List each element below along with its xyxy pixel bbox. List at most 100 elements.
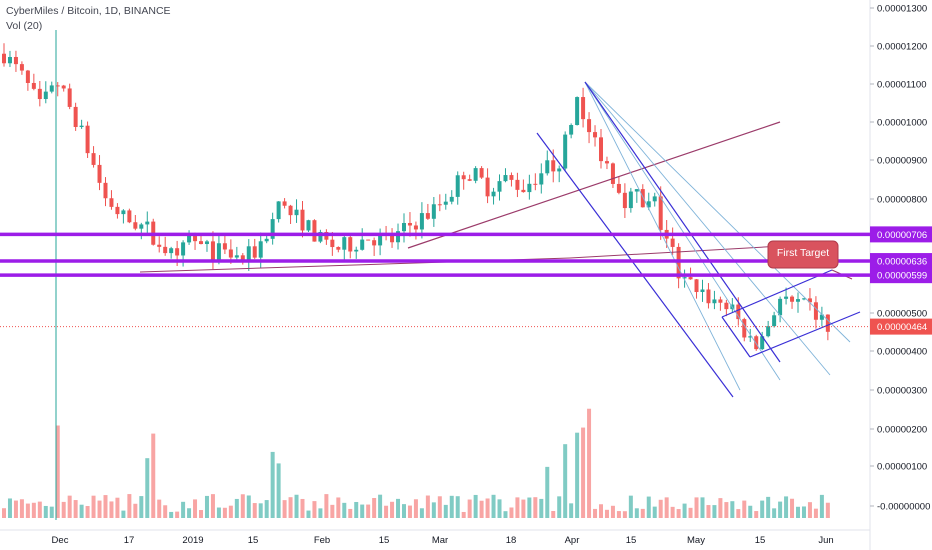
candle-body xyxy=(348,237,353,252)
volume-bar xyxy=(819,494,824,518)
candle-body xyxy=(300,209,305,231)
time-tick-label: 15 xyxy=(626,535,637,546)
volume-bar xyxy=(730,501,735,518)
volume-bar xyxy=(407,505,412,518)
candle-body xyxy=(13,56,18,65)
volume-bar xyxy=(670,506,675,518)
bull-flag-lower[interactable] xyxy=(749,311,861,358)
volume-bar xyxy=(222,507,227,518)
volume-bar xyxy=(61,501,66,518)
volume-bar xyxy=(658,499,663,518)
volume-bar xyxy=(401,504,406,518)
current-price-tag xyxy=(870,318,932,335)
candle-body xyxy=(813,302,818,320)
candle-body xyxy=(503,175,508,182)
level-price-tag xyxy=(870,253,932,270)
current-price-label: 0.00000464 xyxy=(877,322,927,333)
candle-body xyxy=(425,213,430,219)
candle-body xyxy=(491,191,496,197)
volume-bar xyxy=(306,510,311,518)
channel-upper[interactable] xyxy=(584,81,781,363)
volume-bar xyxy=(169,511,174,518)
fan-line-1[interactable] xyxy=(584,81,781,381)
level-price-tag xyxy=(870,267,932,284)
time-tick-label: 2019 xyxy=(182,535,203,546)
candle-body xyxy=(724,302,729,310)
volume-bar xyxy=(688,507,693,518)
volume-bar xyxy=(497,499,502,518)
drawing-tools[interactable] xyxy=(139,81,861,398)
volume-bar xyxy=(551,510,556,518)
volume-bar xyxy=(49,506,54,518)
volume-bar xyxy=(807,502,812,518)
volume-bar xyxy=(443,504,448,518)
candle-body xyxy=(413,225,418,230)
volume-bar xyxy=(109,501,114,518)
price-tick-label: 0.00000300 xyxy=(877,386,927,397)
candle-body xyxy=(604,161,609,164)
candle-body xyxy=(330,239,335,248)
chart-legend: CyberMiles / Bitcoin, 1D, BINANCE Vol (2… xyxy=(6,4,171,34)
price-tick-label: 0.00001200 xyxy=(877,42,927,53)
fan-line-3[interactable] xyxy=(584,81,851,343)
candle-body xyxy=(43,91,48,100)
trend-line-rising[interactable] xyxy=(407,121,781,249)
volume-bar xyxy=(628,495,633,518)
candle-body xyxy=(252,246,257,258)
candle-body xyxy=(270,219,275,239)
bull-flag-upper[interactable] xyxy=(721,269,833,318)
volume-bar xyxy=(766,496,771,518)
volume-bar xyxy=(258,503,263,518)
price-tick-label: 0.00000900 xyxy=(877,156,927,167)
volume-bar xyxy=(801,506,806,518)
candle-body xyxy=(407,222,412,226)
time-tick-label: 18 xyxy=(506,535,517,546)
volume-bar xyxy=(640,508,645,518)
volume-bar xyxy=(103,495,108,518)
volume-bar xyxy=(557,496,562,518)
candle-body xyxy=(610,163,615,184)
candle-body xyxy=(581,97,586,120)
candle-body xyxy=(193,233,198,242)
candle-body xyxy=(258,241,263,258)
volume-bar xyxy=(175,511,180,518)
volume-bar xyxy=(240,494,245,518)
volume-bar xyxy=(712,505,717,518)
first-target-callout[interactable]: First Target xyxy=(767,240,839,269)
volume-bar xyxy=(312,501,317,518)
candle-body xyxy=(557,168,562,172)
horizontal-levels[interactable]: 0.00000706 0.00000636 0.00000599 xyxy=(0,226,932,284)
volume-bar xyxy=(754,511,759,518)
time-tick-label: 15 xyxy=(248,535,259,546)
volume-bar xyxy=(270,451,275,518)
volume-bar xyxy=(151,433,156,518)
volume-bar xyxy=(527,497,532,518)
volume-bar xyxy=(264,500,269,518)
volume-bar xyxy=(431,502,436,518)
volume-bar xyxy=(599,504,603,518)
candle-body xyxy=(139,224,144,229)
time-axis[interactable]: Dec 17 2019 15 Feb 15 Mar 18 Apr 15 May 15 Jun xyxy=(52,535,834,546)
volume-bar xyxy=(354,501,359,518)
flag-left-edge[interactable] xyxy=(721,316,751,358)
volume-bar xyxy=(634,508,639,518)
volume-bar xyxy=(157,499,162,518)
volume-bar xyxy=(318,508,323,518)
price-axis[interactable]: 0.00001300 0.00001200 0.00001100 0.00001000… xyxy=(870,4,930,513)
candle-body xyxy=(175,248,180,256)
volume-bar xyxy=(121,510,126,518)
channel-lower[interactable] xyxy=(536,132,734,398)
volume-bar xyxy=(664,497,669,518)
volume-bar xyxy=(813,508,818,518)
volume-bar xyxy=(449,495,454,518)
current-price-line: 0.00000464 xyxy=(0,318,932,335)
candle-body xyxy=(157,244,162,247)
fan-line-2[interactable] xyxy=(584,81,831,376)
volume-bar xyxy=(616,511,621,518)
candle-body xyxy=(784,296,789,299)
volume-bar xyxy=(187,508,192,518)
candle-body xyxy=(646,201,651,208)
candle-body xyxy=(700,289,705,293)
volume-bar xyxy=(581,427,586,518)
